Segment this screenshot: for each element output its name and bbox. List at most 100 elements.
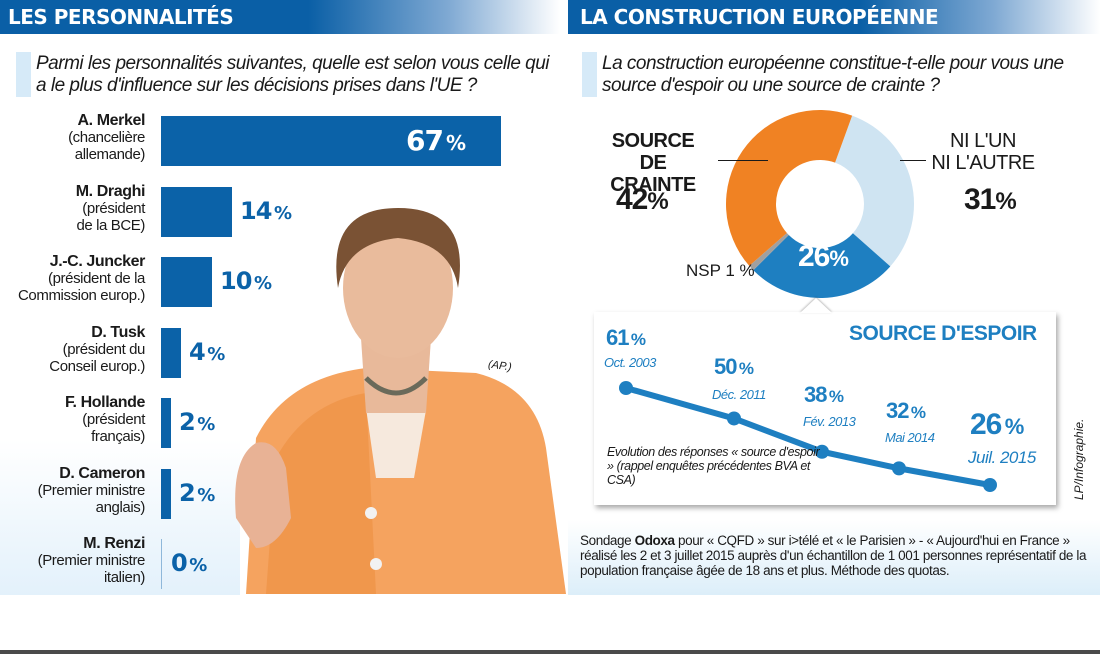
bar-label: D. Tusk (président du Conseil europ.) xyxy=(0,324,145,375)
value-unit: % xyxy=(647,188,668,215)
label-line: NI L'UN xyxy=(950,130,1016,152)
trend-title: SOURCE D'ESPOIR xyxy=(849,322,1037,345)
person-name: D. Cameron xyxy=(59,464,145,482)
bar-value-label: 10 % xyxy=(220,267,272,295)
trend-date-label: Oct. 2003 xyxy=(604,355,656,370)
value-number: 2 xyxy=(179,478,196,507)
value-unit: % xyxy=(628,330,646,349)
value-unit: % xyxy=(826,387,844,406)
bar-value-label: 4 % xyxy=(189,337,225,366)
value-number: 61 xyxy=(606,325,630,350)
photo-hand xyxy=(235,442,291,548)
trend-annotation: Evolution des réponses « source d'espoir… xyxy=(607,445,820,487)
trend-value-label: 61 % xyxy=(606,325,646,351)
trend-pointer xyxy=(800,298,832,313)
person-name: F. Hollande xyxy=(64,394,145,411)
question-construction: La construction européenne constitue-t-e… xyxy=(602,53,1064,96)
trend-value-label: 26 % xyxy=(970,408,1025,442)
bar-baseline xyxy=(161,539,162,589)
person-name: D. Tusk xyxy=(91,323,145,341)
trend-point xyxy=(892,461,906,476)
trend-date-label: Déc. 2011 xyxy=(712,387,766,402)
source-text: pour « CQFD » sur i>télé et « le Parisie… xyxy=(580,533,1087,578)
source-note-background xyxy=(568,520,1100,595)
value-espoir: 26% xyxy=(798,240,849,274)
trend-point xyxy=(815,444,829,459)
infographic-credit: LP/Infographie. xyxy=(1072,418,1086,500)
label-line: SOURCE xyxy=(611,130,695,152)
bar-label: J.-C. Juncker (président de la Commission … xyxy=(0,253,145,304)
value-number: 38 xyxy=(804,382,828,407)
bar-label: F. Hollande (président français) xyxy=(0,394,145,445)
value-unit: % xyxy=(442,131,466,155)
value-number: 2 xyxy=(179,408,196,436)
value-crainte: 42% xyxy=(616,183,669,217)
pollster-name: Odoxa xyxy=(634,533,675,548)
person-role: allemande) xyxy=(74,146,146,163)
person-name: M. Draghi xyxy=(75,182,146,200)
trend-date-label: Mai 2014 xyxy=(885,430,935,445)
bottom-rule xyxy=(0,650,1100,654)
photo-face xyxy=(343,218,453,358)
bar-label: D. Cameron (Premier ministre anglais) xyxy=(0,464,146,516)
background-gradient xyxy=(0,440,240,595)
value-number: 0 xyxy=(171,549,188,577)
label-line: DE CRAINTE xyxy=(610,152,696,196)
photo-neck xyxy=(361,338,431,413)
bar-label: A. Merkel (chancelière allemande) xyxy=(0,112,145,163)
donut-slice-source-d-espoir xyxy=(753,233,891,298)
person-role: (président xyxy=(82,199,145,217)
value-number: 26 xyxy=(798,240,830,273)
value-number: 42 xyxy=(616,183,648,216)
trend-date-label: Juil. 2015 xyxy=(968,448,1036,467)
section-header-personnalites: LES PERSONNALITÉS xyxy=(0,0,560,34)
value-number: 14 xyxy=(240,196,272,225)
value-number: 50 xyxy=(714,354,738,379)
person-role: (Premier ministre xyxy=(37,552,146,569)
bar-value-label: 2 % xyxy=(179,478,215,507)
value-unit: % xyxy=(1001,414,1025,439)
person-role: anglais) xyxy=(95,498,146,516)
donut-slice-source-de-crainte xyxy=(726,110,853,266)
person-role: (chancelière xyxy=(68,129,145,146)
value-number: 4 xyxy=(189,337,206,366)
person-role: (président xyxy=(82,411,145,428)
donut-slice-nsp xyxy=(749,232,789,271)
source-text: Sondage xyxy=(580,533,635,548)
person-role: français) xyxy=(91,428,145,445)
person-role: italien) xyxy=(104,569,145,586)
bar xyxy=(161,257,212,307)
label-ni-un-ni-autre: NI L'UN NI L'AUTRE xyxy=(928,130,1038,174)
label-nsp: NSP 1 % xyxy=(686,261,755,280)
value-ni: 31% xyxy=(964,183,1017,217)
bar-value-label: 0 % xyxy=(171,549,207,577)
bar xyxy=(161,116,501,166)
question-personnalites: Parmi les personnalités suivantes, quell… xyxy=(36,53,550,96)
value-unit: % xyxy=(271,202,292,224)
value-number: 10 xyxy=(220,267,252,295)
section-header-construction: LA CONSTRUCTION EUROPÉENNE xyxy=(568,0,1100,34)
person-role: Conseil europ.) xyxy=(49,357,145,375)
bar-label: M. Draghi (président de la BCE) xyxy=(0,182,146,234)
trend-value-label: 50 % xyxy=(714,354,754,380)
photo-jacket-shade xyxy=(266,393,376,594)
person-role: Commission europ.) xyxy=(17,287,145,304)
donut-slice-ni-l-un-ni-l-autre xyxy=(835,115,914,267)
espoir-trend-chart xyxy=(619,381,997,492)
person-role: (Premier ministre xyxy=(37,481,146,499)
bar-value-label: 2 % xyxy=(179,408,215,436)
leader-line-crainte xyxy=(718,160,768,161)
bar xyxy=(161,468,171,519)
bar xyxy=(161,186,232,237)
trend-date-label: Fév. 2013 xyxy=(803,414,856,429)
source-note: Sondage Odoxa pour « CQFD » sur i>télé e… xyxy=(580,533,1095,578)
person-name: M. Renzi xyxy=(83,535,145,552)
photo-shirt xyxy=(366,408,426,478)
question-accent xyxy=(582,52,597,97)
leader-line-ni xyxy=(900,160,926,161)
photo-hair xyxy=(336,208,460,288)
value-number: 67 xyxy=(406,124,444,157)
value-unit: % xyxy=(995,188,1016,215)
merkel-photo xyxy=(235,208,566,594)
label-source-crainte: SOURCE DE CRAINTE xyxy=(608,130,698,196)
